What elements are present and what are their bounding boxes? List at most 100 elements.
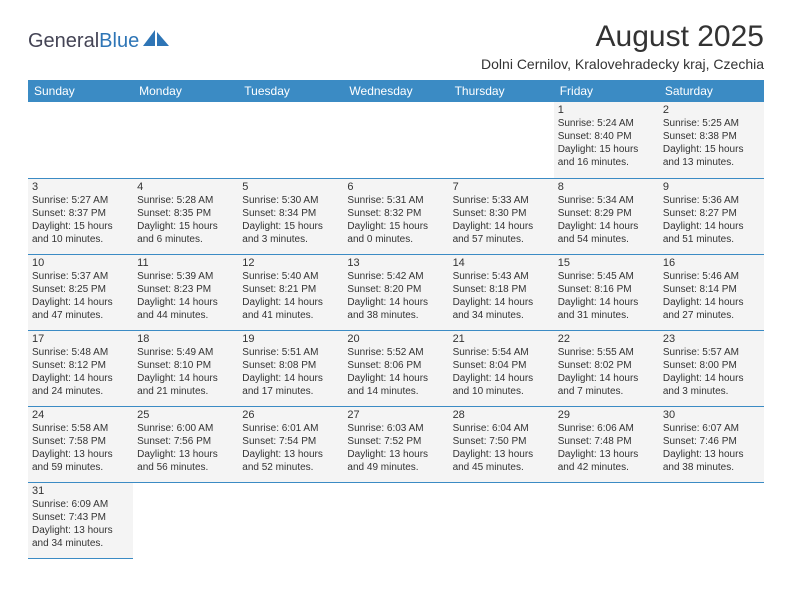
day-info-line: Sunrise: 5:55 AM xyxy=(558,346,655,359)
day-info-line: Daylight: 15 hours xyxy=(347,220,444,233)
calendar-cell-empty xyxy=(133,102,238,178)
day-info-line: Daylight: 15 hours xyxy=(242,220,339,233)
calendar-cell: 30Sunrise: 6:07 AMSunset: 7:46 PMDayligh… xyxy=(659,406,764,482)
day-info-line: Sunrise: 5:57 AM xyxy=(663,346,760,359)
calendar-cell: 19Sunrise: 5:51 AMSunset: 8:08 PMDayligh… xyxy=(238,330,343,406)
day-info-line: Sunset: 8:08 PM xyxy=(242,359,339,372)
calendar-cell-empty xyxy=(554,482,659,558)
weekday-header: Thursday xyxy=(449,80,554,102)
calendar-body: 1Sunrise: 5:24 AMSunset: 8:40 PMDaylight… xyxy=(28,102,764,558)
day-number: 20 xyxy=(347,333,444,345)
day-info-line: and 0 minutes. xyxy=(347,233,444,246)
calendar-row: 10Sunrise: 5:37 AMSunset: 8:25 PMDayligh… xyxy=(28,254,764,330)
day-info-line: Sunset: 7:56 PM xyxy=(137,435,234,448)
day-info-line: and 7 minutes. xyxy=(558,385,655,398)
day-info-line: Sunrise: 6:00 AM xyxy=(137,422,234,435)
weekday-header: Friday xyxy=(554,80,659,102)
calendar-cell-empty xyxy=(343,482,448,558)
day-number: 1 xyxy=(558,104,655,116)
day-info-line: and 49 minutes. xyxy=(347,461,444,474)
day-number: 11 xyxy=(137,257,234,269)
day-number: 27 xyxy=(347,409,444,421)
day-info-line: Sunrise: 5:36 AM xyxy=(663,194,760,207)
weekday-header: Wednesday xyxy=(343,80,448,102)
day-info-line: Daylight: 14 hours xyxy=(242,296,339,309)
day-info-line: Daylight: 14 hours xyxy=(453,372,550,385)
day-info-line: Sunset: 8:12 PM xyxy=(32,359,129,372)
calendar-cell: 24Sunrise: 5:58 AMSunset: 7:58 PMDayligh… xyxy=(28,406,133,482)
calendar-cell: 23Sunrise: 5:57 AMSunset: 8:00 PMDayligh… xyxy=(659,330,764,406)
day-number: 3 xyxy=(32,181,129,193)
day-info-line: and 6 minutes. xyxy=(137,233,234,246)
day-info-line: Sunset: 8:18 PM xyxy=(453,283,550,296)
day-info-line: Sunrise: 6:01 AM xyxy=(242,422,339,435)
day-info-line: Daylight: 15 hours xyxy=(137,220,234,233)
day-info-line: Sunset: 8:20 PM xyxy=(347,283,444,296)
calendar-cell-empty xyxy=(449,102,554,178)
weekday-header: Sunday xyxy=(28,80,133,102)
day-info-line: Sunrise: 5:27 AM xyxy=(32,194,129,207)
day-info-line: Sunset: 7:52 PM xyxy=(347,435,444,448)
day-info-line: Sunset: 7:43 PM xyxy=(32,511,129,524)
day-info-line: and 17 minutes. xyxy=(242,385,339,398)
calendar-cell: 28Sunrise: 6:04 AMSunset: 7:50 PMDayligh… xyxy=(449,406,554,482)
day-info-line: and 14 minutes. xyxy=(347,385,444,398)
day-info-line: Sunset: 8:04 PM xyxy=(453,359,550,372)
day-info-line: Sunrise: 5:49 AM xyxy=(137,346,234,359)
calendar-cell: 15Sunrise: 5:45 AMSunset: 8:16 PMDayligh… xyxy=(554,254,659,330)
calendar-cell-empty xyxy=(133,482,238,558)
day-number: 15 xyxy=(558,257,655,269)
day-number: 16 xyxy=(663,257,760,269)
day-number: 14 xyxy=(453,257,550,269)
day-info-line: Sunrise: 5:31 AM xyxy=(347,194,444,207)
calendar-cell-empty xyxy=(343,102,448,178)
calendar-cell: 2Sunrise: 5:25 AMSunset: 8:38 PMDaylight… xyxy=(659,102,764,178)
calendar-cell: 27Sunrise: 6:03 AMSunset: 7:52 PMDayligh… xyxy=(343,406,448,482)
day-number: 21 xyxy=(453,333,550,345)
calendar-cell: 20Sunrise: 5:52 AMSunset: 8:06 PMDayligh… xyxy=(343,330,448,406)
day-info-line: Sunrise: 5:40 AM xyxy=(242,270,339,283)
weekday-header: Tuesday xyxy=(238,80,343,102)
day-info-line: Daylight: 14 hours xyxy=(347,372,444,385)
day-info-line: Daylight: 13 hours xyxy=(453,448,550,461)
calendar-cell: 6Sunrise: 5:31 AMSunset: 8:32 PMDaylight… xyxy=(343,178,448,254)
day-info-line: Daylight: 14 hours xyxy=(663,296,760,309)
day-info-line: Daylight: 14 hours xyxy=(137,296,234,309)
day-info-line: Sunset: 8:10 PM xyxy=(137,359,234,372)
day-number: 29 xyxy=(558,409,655,421)
day-number: 12 xyxy=(242,257,339,269)
day-number: 17 xyxy=(32,333,129,345)
day-info-line: Daylight: 14 hours xyxy=(558,296,655,309)
weekday-header: Monday xyxy=(133,80,238,102)
calendar-cell: 26Sunrise: 6:01 AMSunset: 7:54 PMDayligh… xyxy=(238,406,343,482)
logo-text-1: General xyxy=(28,30,99,53)
day-info-line: Sunrise: 5:51 AM xyxy=(242,346,339,359)
day-info-line: Sunset: 7:58 PM xyxy=(32,435,129,448)
day-info-line: Daylight: 14 hours xyxy=(663,372,760,385)
day-info-line: Sunrise: 5:33 AM xyxy=(453,194,550,207)
calendar-cell: 3Sunrise: 5:27 AMSunset: 8:37 PMDaylight… xyxy=(28,178,133,254)
day-info-line: Sunset: 8:30 PM xyxy=(453,207,550,220)
day-info-line: Sunset: 8:23 PM xyxy=(137,283,234,296)
day-info-line: Sunset: 8:38 PM xyxy=(663,130,760,143)
day-info-line: and 27 minutes. xyxy=(663,309,760,322)
month-title: August 2025 xyxy=(481,20,764,54)
day-info-line: Sunrise: 5:34 AM xyxy=(558,194,655,207)
day-info-line: Sunset: 8:06 PM xyxy=(347,359,444,372)
day-number: 22 xyxy=(558,333,655,345)
calendar-cell-empty xyxy=(449,482,554,558)
day-info-line: Sunset: 8:00 PM xyxy=(663,359,760,372)
day-info-line: Daylight: 14 hours xyxy=(137,372,234,385)
day-number: 13 xyxy=(347,257,444,269)
calendar-cell: 12Sunrise: 5:40 AMSunset: 8:21 PMDayligh… xyxy=(238,254,343,330)
day-info-line: Sunrise: 6:06 AM xyxy=(558,422,655,435)
day-info-line: Daylight: 13 hours xyxy=(137,448,234,461)
day-info-line: Daylight: 13 hours xyxy=(347,448,444,461)
day-info-line: Daylight: 13 hours xyxy=(242,448,339,461)
day-info-line: Daylight: 15 hours xyxy=(558,143,655,156)
day-info-line: and 34 minutes. xyxy=(32,537,129,550)
day-info-line: and 59 minutes. xyxy=(32,461,129,474)
calendar-cell-empty xyxy=(238,102,343,178)
logo-sail-icon xyxy=(143,28,169,54)
calendar-row: 1Sunrise: 5:24 AMSunset: 8:40 PMDaylight… xyxy=(28,102,764,178)
